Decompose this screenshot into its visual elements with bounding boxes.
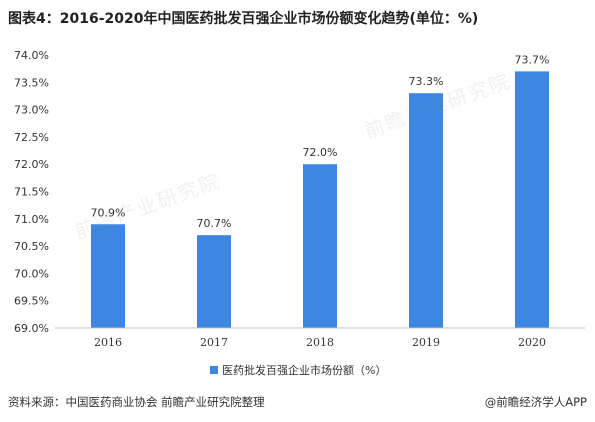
x-tick-label: 2018 <box>306 336 334 349</box>
bar-2019 <box>409 93 443 328</box>
y-tick-label: 70.0% <box>14 267 49 280</box>
y-tick-label: 72.5% <box>14 131 49 144</box>
y-tick-label: 71.5% <box>14 186 49 199</box>
data-label: 70.7% <box>197 217 232 230</box>
bars: 70.9% 70.7% 72.0% 73.3% 73.7% <box>91 53 550 328</box>
brand-credit: @前瞻经济学人APP <box>484 395 587 409</box>
y-tick-label: 71.0% <box>14 213 49 226</box>
bar-2018 <box>303 164 337 328</box>
x-tick-label: 2016 <box>94 336 122 349</box>
y-tick-label: 70.5% <box>14 240 49 253</box>
legend: 医药批发百强企业市场份额（%） <box>210 363 386 377</box>
y-axis: 69.0% 69.5% 70.0% 70.5% 71.0% 71.5% 72.0% 72.5%… <box>14 49 49 335</box>
data-label: 72.0% <box>303 146 338 159</box>
legend-swatch <box>210 366 218 374</box>
bar-2016 <box>91 224 125 328</box>
legend-label: 医药批发百强企业市场份额（%） <box>222 363 386 377</box>
y-tick-label: 74.0% <box>14 49 49 62</box>
data-label: 73.3% <box>409 75 444 88</box>
source-note: 资料来源：中国医药商业协会 前瞻产业研究院整理 <box>8 395 265 409</box>
bar-2017 <box>197 235 231 328</box>
bar-2020 <box>515 71 549 328</box>
y-tick-label: 69.0% <box>14 322 49 335</box>
x-tick-label: 2017 <box>200 336 228 349</box>
y-tick-label: 69.5% <box>14 295 49 308</box>
y-tick-label: 73.0% <box>14 104 49 117</box>
x-axis: 2016 2017 2018 2019 2020 <box>55 327 585 349</box>
y-tick-label: 73.5% <box>14 76 49 89</box>
data-label: 70.9% <box>91 206 126 219</box>
y-tick-label: 72.0% <box>14 158 49 171</box>
x-tick-label: 2019 <box>412 336 440 349</box>
chart-title: 图表4：2016-2020年中国医药批发百强企业市场份额变化趋势(单位：%) <box>8 11 479 27</box>
data-label: 73.7% <box>515 53 550 66</box>
x-tick-label: 2020 <box>518 336 546 349</box>
